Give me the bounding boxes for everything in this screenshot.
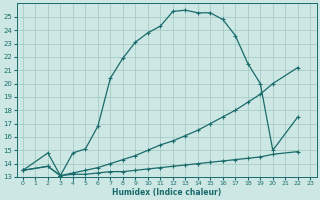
X-axis label: Humidex (Indice chaleur): Humidex (Indice chaleur) bbox=[112, 188, 221, 197]
